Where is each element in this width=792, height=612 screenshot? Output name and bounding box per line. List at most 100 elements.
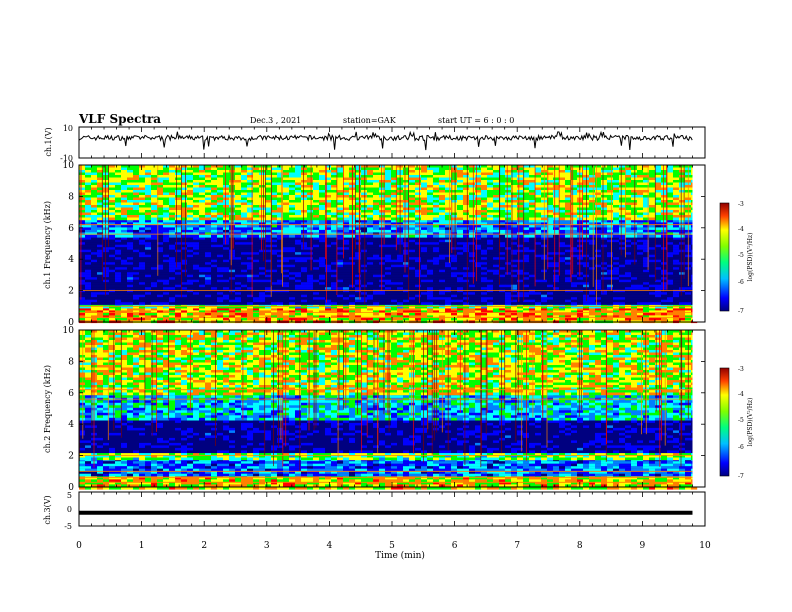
spectrogram-cell	[403, 229, 410, 233]
spectrogram-cell	[619, 172, 626, 176]
spectrogram-cell	[439, 305, 446, 309]
spectrogram-cell	[253, 257, 260, 260]
spectrogram-cell	[121, 315, 128, 319]
spectrogram-cell	[601, 264, 608, 268]
spectrogram-cell	[367, 224, 374, 228]
spectrogram-cell	[667, 297, 674, 300]
spectrogram-cell	[409, 177, 416, 181]
spectrogram-cell	[415, 177, 422, 181]
spectrogram-cell	[673, 222, 680, 226]
spectrogram-cell	[559, 289, 566, 293]
spectrogram-cell	[577, 294, 584, 298]
spectrogram-cell	[223, 307, 230, 311]
spectrogram-cell	[643, 287, 650, 290]
spectrogram-cell	[511, 299, 518, 303]
spectrogram-cell	[415, 312, 422, 316]
spectrogram-cell	[385, 267, 392, 270]
spectrogram-cell	[319, 297, 326, 300]
spectrogram-cell	[463, 315, 470, 319]
spectrogram-cell	[445, 237, 452, 240]
spectrogram-cell	[613, 305, 620, 309]
spectrogram-cell	[511, 302, 518, 305]
spectrogram-cell	[433, 297, 440, 300]
spectrogram-cell	[583, 224, 590, 228]
spectrogram-cell	[193, 254, 200, 258]
spectrogram-cell	[619, 242, 626, 245]
spectrogram-cell	[469, 267, 476, 270]
spectrogram-cell	[319, 307, 326, 311]
spectrogram-cell	[625, 282, 632, 285]
spectrogram-cell	[133, 315, 140, 319]
spectrogram-cell	[337, 272, 344, 275]
spectrogram-cell	[85, 222, 92, 226]
spectrogram-cell	[301, 259, 308, 263]
spectrogram-cell	[553, 317, 560, 321]
spectrogram-cell	[325, 277, 332, 280]
spectrogram-cell	[463, 224, 470, 228]
spectrogram-cell	[259, 299, 266, 303]
spectrogram-cell	[169, 315, 176, 319]
spectrogram-cell	[301, 229, 308, 233]
spectrogram-cell	[601, 172, 608, 176]
spectrogram-cell	[103, 305, 110, 309]
spectrogram-cell	[139, 172, 146, 176]
spectrogram-cell	[637, 305, 644, 309]
spectrogram-cell	[409, 274, 416, 278]
spectrogram-cell	[511, 269, 518, 273]
spectrogram-cell	[523, 165, 530, 168]
spectrogram-cell	[409, 277, 416, 280]
spectrogram-cell	[307, 289, 314, 293]
spectrogram-cell	[475, 284, 482, 288]
spectrogram-cell	[433, 257, 440, 260]
spectrogram-cell	[133, 287, 140, 290]
spectrogram-cell	[553, 289, 560, 293]
spectrogram-cell	[451, 262, 458, 265]
spectrogram-cell	[559, 170, 566, 173]
spectrogram-cell	[505, 172, 512, 176]
spectrogram-cell	[391, 224, 398, 228]
spectrogram-cell	[463, 282, 470, 285]
spectrogram-cell	[241, 180, 248, 183]
spectrogram-cell	[661, 252, 668, 255]
spectrogram-cell	[679, 239, 686, 243]
spectrogram-cell	[145, 315, 152, 319]
spectrogram-cell	[511, 222, 518, 226]
spectrogram-cell	[217, 292, 224, 295]
spectrogram-cell	[655, 257, 662, 260]
spectrogram-cell	[301, 302, 308, 305]
spectrogram-cell	[91, 277, 98, 280]
spectrogram-cell	[463, 299, 470, 303]
spectrogram-cell	[163, 272, 170, 275]
spectrogram-cell	[679, 237, 686, 240]
spectrogram-cell	[655, 167, 662, 171]
spectrogram-cell	[97, 249, 104, 253]
spectrogram-cell	[103, 252, 110, 255]
spectrogram-cell	[277, 317, 284, 321]
spectrogram-cell	[673, 310, 680, 314]
spectrogram-cell	[277, 175, 284, 178]
spectrogram-cell	[283, 294, 290, 298]
spectrogram-cell	[337, 252, 344, 255]
spectrogram-cell	[169, 244, 176, 248]
spectrogram-cell	[589, 175, 596, 178]
spectrogram-cell	[391, 294, 398, 298]
spectrogram-cell	[103, 312, 110, 316]
spectrogram-cell	[469, 287, 476, 290]
spectrogram-cell	[487, 289, 494, 293]
spectrogram-cell	[97, 237, 104, 240]
spectrogram-cell	[325, 247, 332, 250]
spectrogram-cell	[265, 172, 272, 176]
spectrogram-cell	[133, 264, 140, 268]
spectrogram-cell	[283, 272, 290, 275]
spectrogram-cell	[583, 274, 590, 278]
spectrogram-cell	[565, 237, 572, 240]
spectrogram-cell	[313, 262, 320, 265]
spectrogram-cell	[295, 294, 302, 298]
spectrogram-cell	[559, 315, 566, 319]
spectrogram-cell	[175, 254, 182, 258]
spectrogram-cell	[625, 244, 632, 248]
spectrogram-cell	[115, 282, 122, 285]
spectrogram-cell	[373, 305, 380, 309]
spectrogram-cell	[199, 229, 206, 233]
spectrogram-cell	[685, 299, 692, 303]
